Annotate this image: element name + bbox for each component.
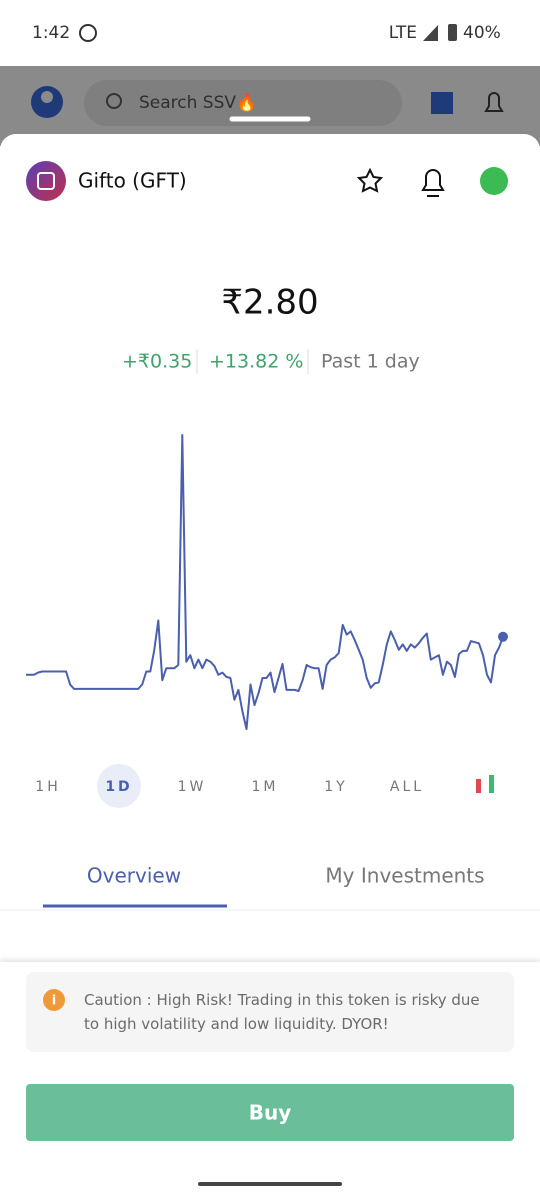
info-icon [43, 989, 65, 1011]
battery-icon [448, 24, 457, 41]
sheet [0, 134, 540, 1200]
search-icon [106, 93, 122, 109]
candle-icon[interactable] [489, 775, 494, 793]
whatsapp-status-icon [79, 24, 97, 42]
gift-icon[interactable] [431, 92, 453, 114]
watchlist-star[interactable] [356, 167, 384, 193]
last-price-dot [498, 631, 508, 642]
range-button[interactable]: 1Y [324, 779, 347, 795]
caution-text: Caution : High Risk! Trading in this tok… [84, 991, 480, 1033]
range-button[interactable]: 1D [105, 779, 132, 795]
price-line [26, 434, 504, 730]
range-button[interactable]: ALL [390, 779, 424, 795]
price: ₹2.80 [221, 283, 318, 323]
network: LTE [389, 23, 417, 43]
caution-box [26, 972, 514, 1052]
battery: 40% [463, 23, 501, 43]
search-bar[interactable] [84, 80, 402, 126]
avatar-head [41, 91, 53, 103]
signal-icon [423, 25, 438, 41]
whatsapp-share[interactable] [480, 167, 508, 195]
range-button[interactable]: 1W [178, 779, 207, 795]
price-alert[interactable] [421, 169, 445, 191]
time: 1:42 [32, 23, 70, 43]
buy-label: Buy [249, 1101, 292, 1125]
range-selector: 1H 1D 1W 1M 1Y ALL [35, 764, 424, 808]
info-icon-glyph: i [52, 994, 56, 1009]
range-button[interactable]: 1M [252, 779, 279, 795]
coin-logo [26, 161, 66, 201]
search-text: Search SSV🔥 [139, 92, 257, 113]
range-button[interactable]: 1H [35, 779, 60, 795]
price-chart [26, 434, 508, 730]
tab[interactable]: My Investments [325, 864, 484, 888]
buy-button[interactable] [26, 1084, 514, 1141]
tab[interactable]: Overview [87, 864, 181, 888]
coin-name: Gifto (GFT) [78, 169, 187, 193]
coin-logo-mark [37, 172, 55, 190]
notification-icon[interactable] [484, 92, 504, 112]
range-highlight [97, 764, 141, 808]
price-change: +₹0.35 [122, 351, 192, 373]
candle-icon[interactable] [476, 779, 481, 793]
percent-change: +13.82 % [209, 351, 303, 373]
period: Past 1 day [321, 351, 420, 373]
